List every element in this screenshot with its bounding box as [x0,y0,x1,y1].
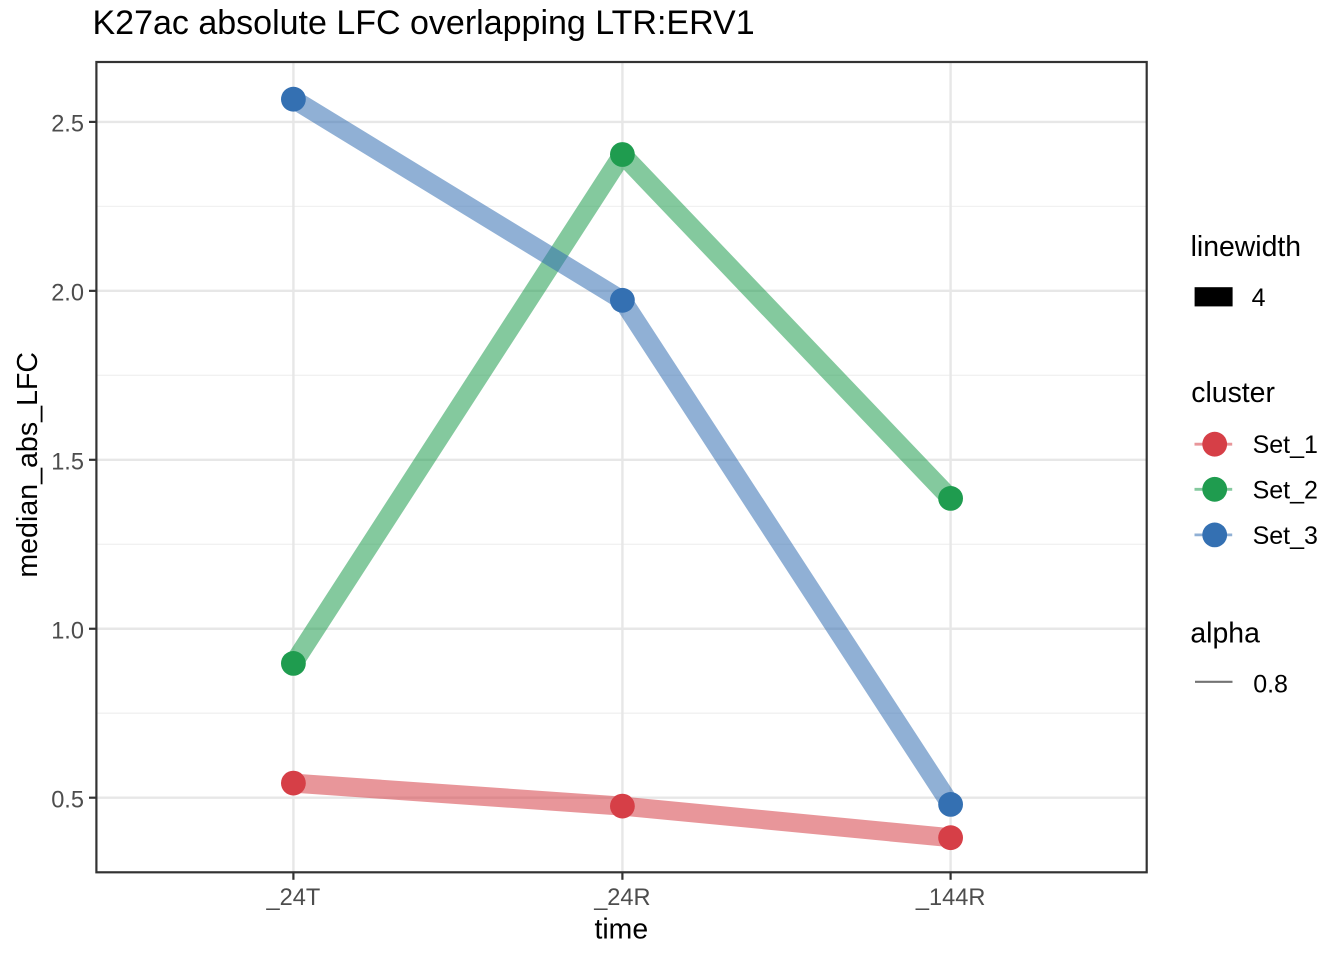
svg-text:alpha: alpha [1190,618,1260,650]
svg-text:_144R: _144R [915,885,986,911]
svg-text:0.8: 0.8 [1253,671,1288,699]
svg-text:0.5: 0.5 [51,787,84,813]
svg-text:_24T: _24T [266,885,321,911]
svg-text:Set_3: Set_3 [1253,522,1318,550]
svg-text:2.0: 2.0 [51,280,84,306]
svg-text:linewidth: linewidth [1191,231,1301,263]
svg-text:4: 4 [1252,284,1266,312]
svg-text:time: time [594,914,648,946]
svg-text:2.5: 2.5 [51,112,84,138]
svg-text:_24R: _24R [593,885,650,911]
svg-text:median_abs_LFC: median_abs_LFC [12,352,44,578]
svg-text:1.5: 1.5 [51,449,84,475]
svg-text:K27ac absolute LFC overlapping: K27ac absolute LFC overlapping LTR:ERV1 [93,4,755,42]
svg-text:Set_2: Set_2 [1253,476,1318,504]
svg-text:Set_1: Set_1 [1253,431,1318,459]
svg-text:1.0: 1.0 [51,618,84,644]
svg-text:cluster: cluster [1191,377,1275,409]
